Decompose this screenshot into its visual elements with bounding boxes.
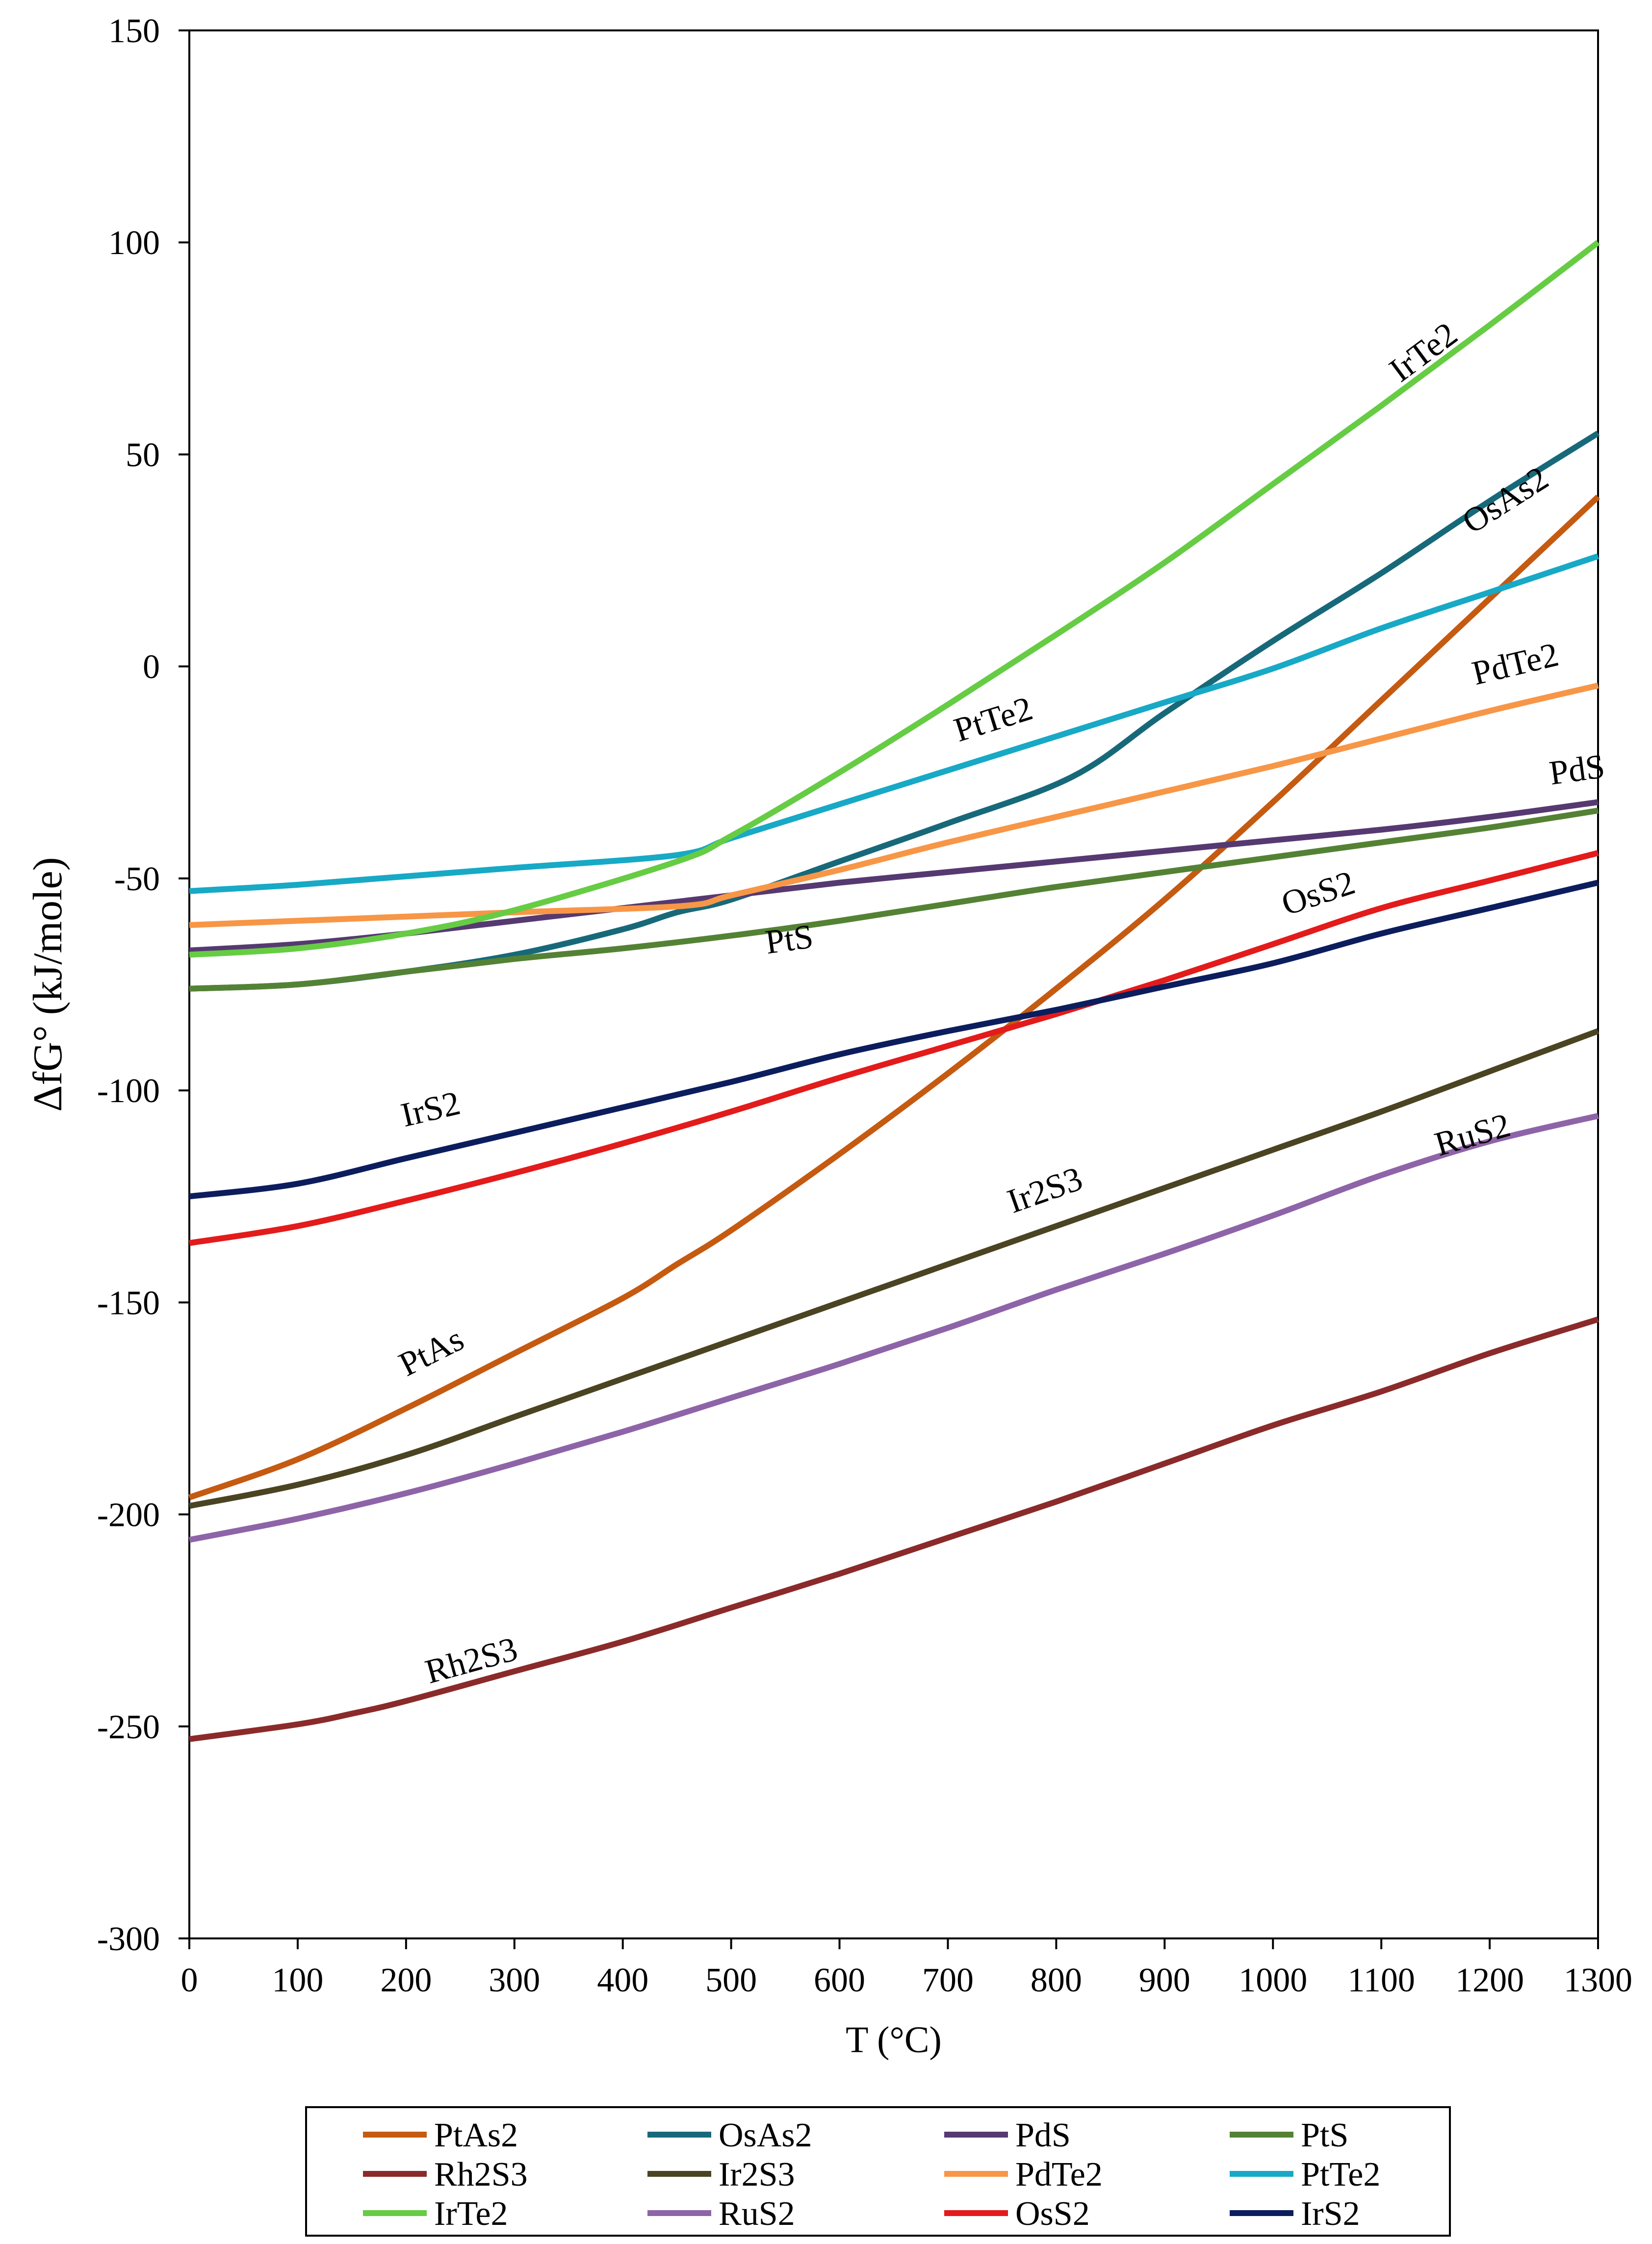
x-tick-label: 100 (272, 1961, 323, 1999)
legend-entry: OsAs2 (719, 2116, 812, 2154)
curve-label: PdS (1547, 748, 1607, 793)
series-line-rus2 (188, 1113, 1599, 1543)
series-line-oss2 (189, 850, 1599, 1246)
legend-entry: PtAs2 (434, 2116, 518, 2154)
x-tick-label: 0 (181, 1961, 198, 1999)
x-tick-label: 1300 (1564, 1961, 1632, 1999)
x-axis-title: T (°C) (846, 2019, 942, 2061)
y-axis: 150 100 50 0 -50 -100 -150 -200 -250 -300 (97, 12, 189, 1958)
x-tick-label: 600 (814, 1961, 865, 1999)
y-tick-label: -100 (97, 1072, 160, 1110)
series-line-rh2s3 (189, 1316, 1599, 1742)
series-line-irs2 (189, 879, 1599, 1200)
series-line-ptte2 (189, 553, 1599, 894)
y-axis-title: ΔfG° (kJ/mole) (25, 857, 71, 1111)
plot-area (188, 29, 1599, 1939)
curve-label: PtS (763, 918, 816, 961)
legend-entry: PdS (1015, 2116, 1071, 2154)
x-tick-label: 1200 (1455, 1961, 1524, 1999)
x-tick-label: 700 (922, 1961, 974, 1999)
series-line-pdte2 (189, 682, 1599, 928)
y-tick-label: 150 (108, 12, 160, 50)
y-tick-label: 100 (108, 224, 160, 262)
x-tick-label: 500 (705, 1961, 757, 1999)
legend-entry: PdTe2 (1015, 2156, 1103, 2193)
legend-entry: IrS2 (1301, 2195, 1360, 2233)
legend-entry: Ir2S3 (719, 2156, 795, 2193)
y-tick-label: -200 (97, 1496, 160, 1534)
series-line-pts (189, 807, 1599, 992)
x-tick-label: 300 (489, 1961, 540, 1999)
x-tick-label: 900 (1139, 1961, 1190, 1999)
legend-entry: RuS2 (719, 2195, 795, 2233)
series-line-irte2 (189, 240, 1600, 958)
legend-entry: PtTe2 (1301, 2156, 1380, 2193)
x-axis: 0 100 200 300 400 500 600 700 800 900 1000 1100 1200… (181, 1938, 1632, 1999)
x-tick-label: 1100 (1347, 1961, 1415, 1999)
plot-frame (188, 29, 1599, 1939)
legend-entry: Rh2S3 (434, 2156, 528, 2193)
x-tick-label: 1000 (1239, 1961, 1307, 1999)
y-tick-label: -250 (97, 1708, 160, 1746)
x-tick-label: 400 (597, 1961, 648, 1999)
y-tick-label: -50 (114, 860, 160, 898)
y-tick-label: -150 (97, 1284, 160, 1322)
y-tick-label: -300 (97, 1920, 160, 1958)
legend-entry: PtS (1301, 2116, 1348, 2154)
x-tick-label: 800 (1031, 1961, 1082, 1999)
y-tick-label: 0 (143, 648, 160, 686)
legend: PtAs2 OsAs2 PdS PtS Rh2S3 Ir2S3 PdTe2 PtTe2 IrTe… (305, 2106, 1451, 2237)
legend-entry: OsS2 (1015, 2195, 1090, 2233)
series-line-ptas2 (188, 494, 1600, 1500)
y-tick-label: 50 (126, 436, 160, 474)
x-tick-label: 200 (380, 1961, 432, 1999)
legend-entry: IrTe2 (434, 2195, 508, 2233)
series-line-ir2s3 (188, 1028, 1600, 1509)
series-group (188, 240, 1600, 1742)
